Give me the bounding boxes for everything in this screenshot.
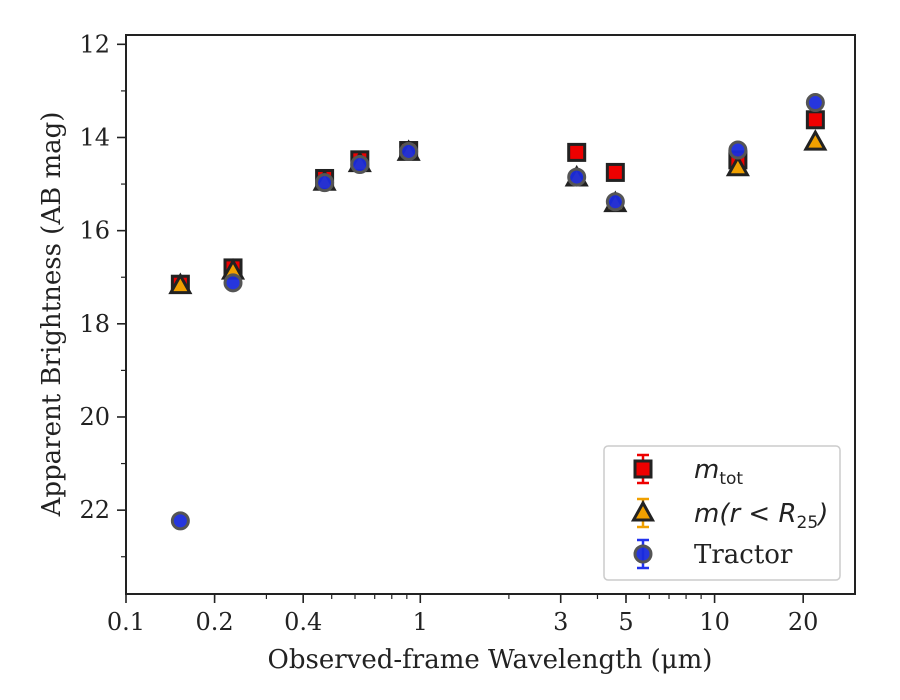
mtot-point xyxy=(567,142,587,162)
legend-marker-m-r25 xyxy=(630,499,656,522)
axis-ticks: 0.1 0.2 0.4 1 3 5 10 20 12 14 16 18 20 22 xyxy=(79,30,818,636)
x-tick-label: 1 xyxy=(413,608,428,636)
legend-entries xyxy=(630,453,656,570)
y-tick-label: 16 xyxy=(79,217,110,245)
series-tractor xyxy=(170,93,825,531)
mtot-point xyxy=(605,162,625,182)
legend-label-tractor: Tractor xyxy=(694,540,793,570)
legend-label-m-r25: m(r < R25) xyxy=(694,499,828,533)
tractor-point xyxy=(567,167,587,187)
tractor-point xyxy=(728,140,748,160)
legend-label-mtot: mtot xyxy=(694,455,743,489)
x-tick-label: 0.2 xyxy=(196,608,234,636)
tractor-point xyxy=(350,155,370,175)
series-m-r25 xyxy=(168,129,828,295)
y-tick-label: 22 xyxy=(79,496,110,524)
y-tick-label: 14 xyxy=(79,123,110,151)
tractor-point xyxy=(399,141,419,161)
data-marks xyxy=(168,93,828,531)
plot-frame xyxy=(125,34,856,595)
x-tick-label: 5 xyxy=(618,608,633,636)
legend-marker-tractor xyxy=(633,544,653,564)
tractor-point xyxy=(315,173,335,193)
tractor-point xyxy=(223,273,243,293)
x-tick-label: 0.1 xyxy=(107,608,145,636)
x-tick-label: 20 xyxy=(788,608,819,636)
y-tick-label: 20 xyxy=(79,403,110,431)
y-axis-label: Apparent Brightness (AB mag) xyxy=(37,112,67,518)
tractor-point xyxy=(170,511,190,531)
m-r25-point xyxy=(168,272,193,295)
m-r25-point xyxy=(725,154,750,177)
mtot-point xyxy=(805,110,825,130)
legend-box xyxy=(603,445,841,581)
x-tick-label: 10 xyxy=(699,608,730,636)
x-axis-label: Observed-frame Wavelength (μm) xyxy=(268,645,713,675)
legend-marker-mtot xyxy=(633,459,653,479)
y-tick-label: 18 xyxy=(79,310,110,338)
series-mtot xyxy=(170,110,825,294)
m-r25-point xyxy=(803,129,828,151)
x-tick-label: 3 xyxy=(553,608,568,636)
legend: mtot m(r < R25) Tractor xyxy=(603,445,841,581)
tractor-point xyxy=(605,192,625,212)
y-tick-label: 12 xyxy=(79,30,110,58)
tractor-point xyxy=(805,93,825,113)
x-tick-label: 0.4 xyxy=(284,608,322,636)
